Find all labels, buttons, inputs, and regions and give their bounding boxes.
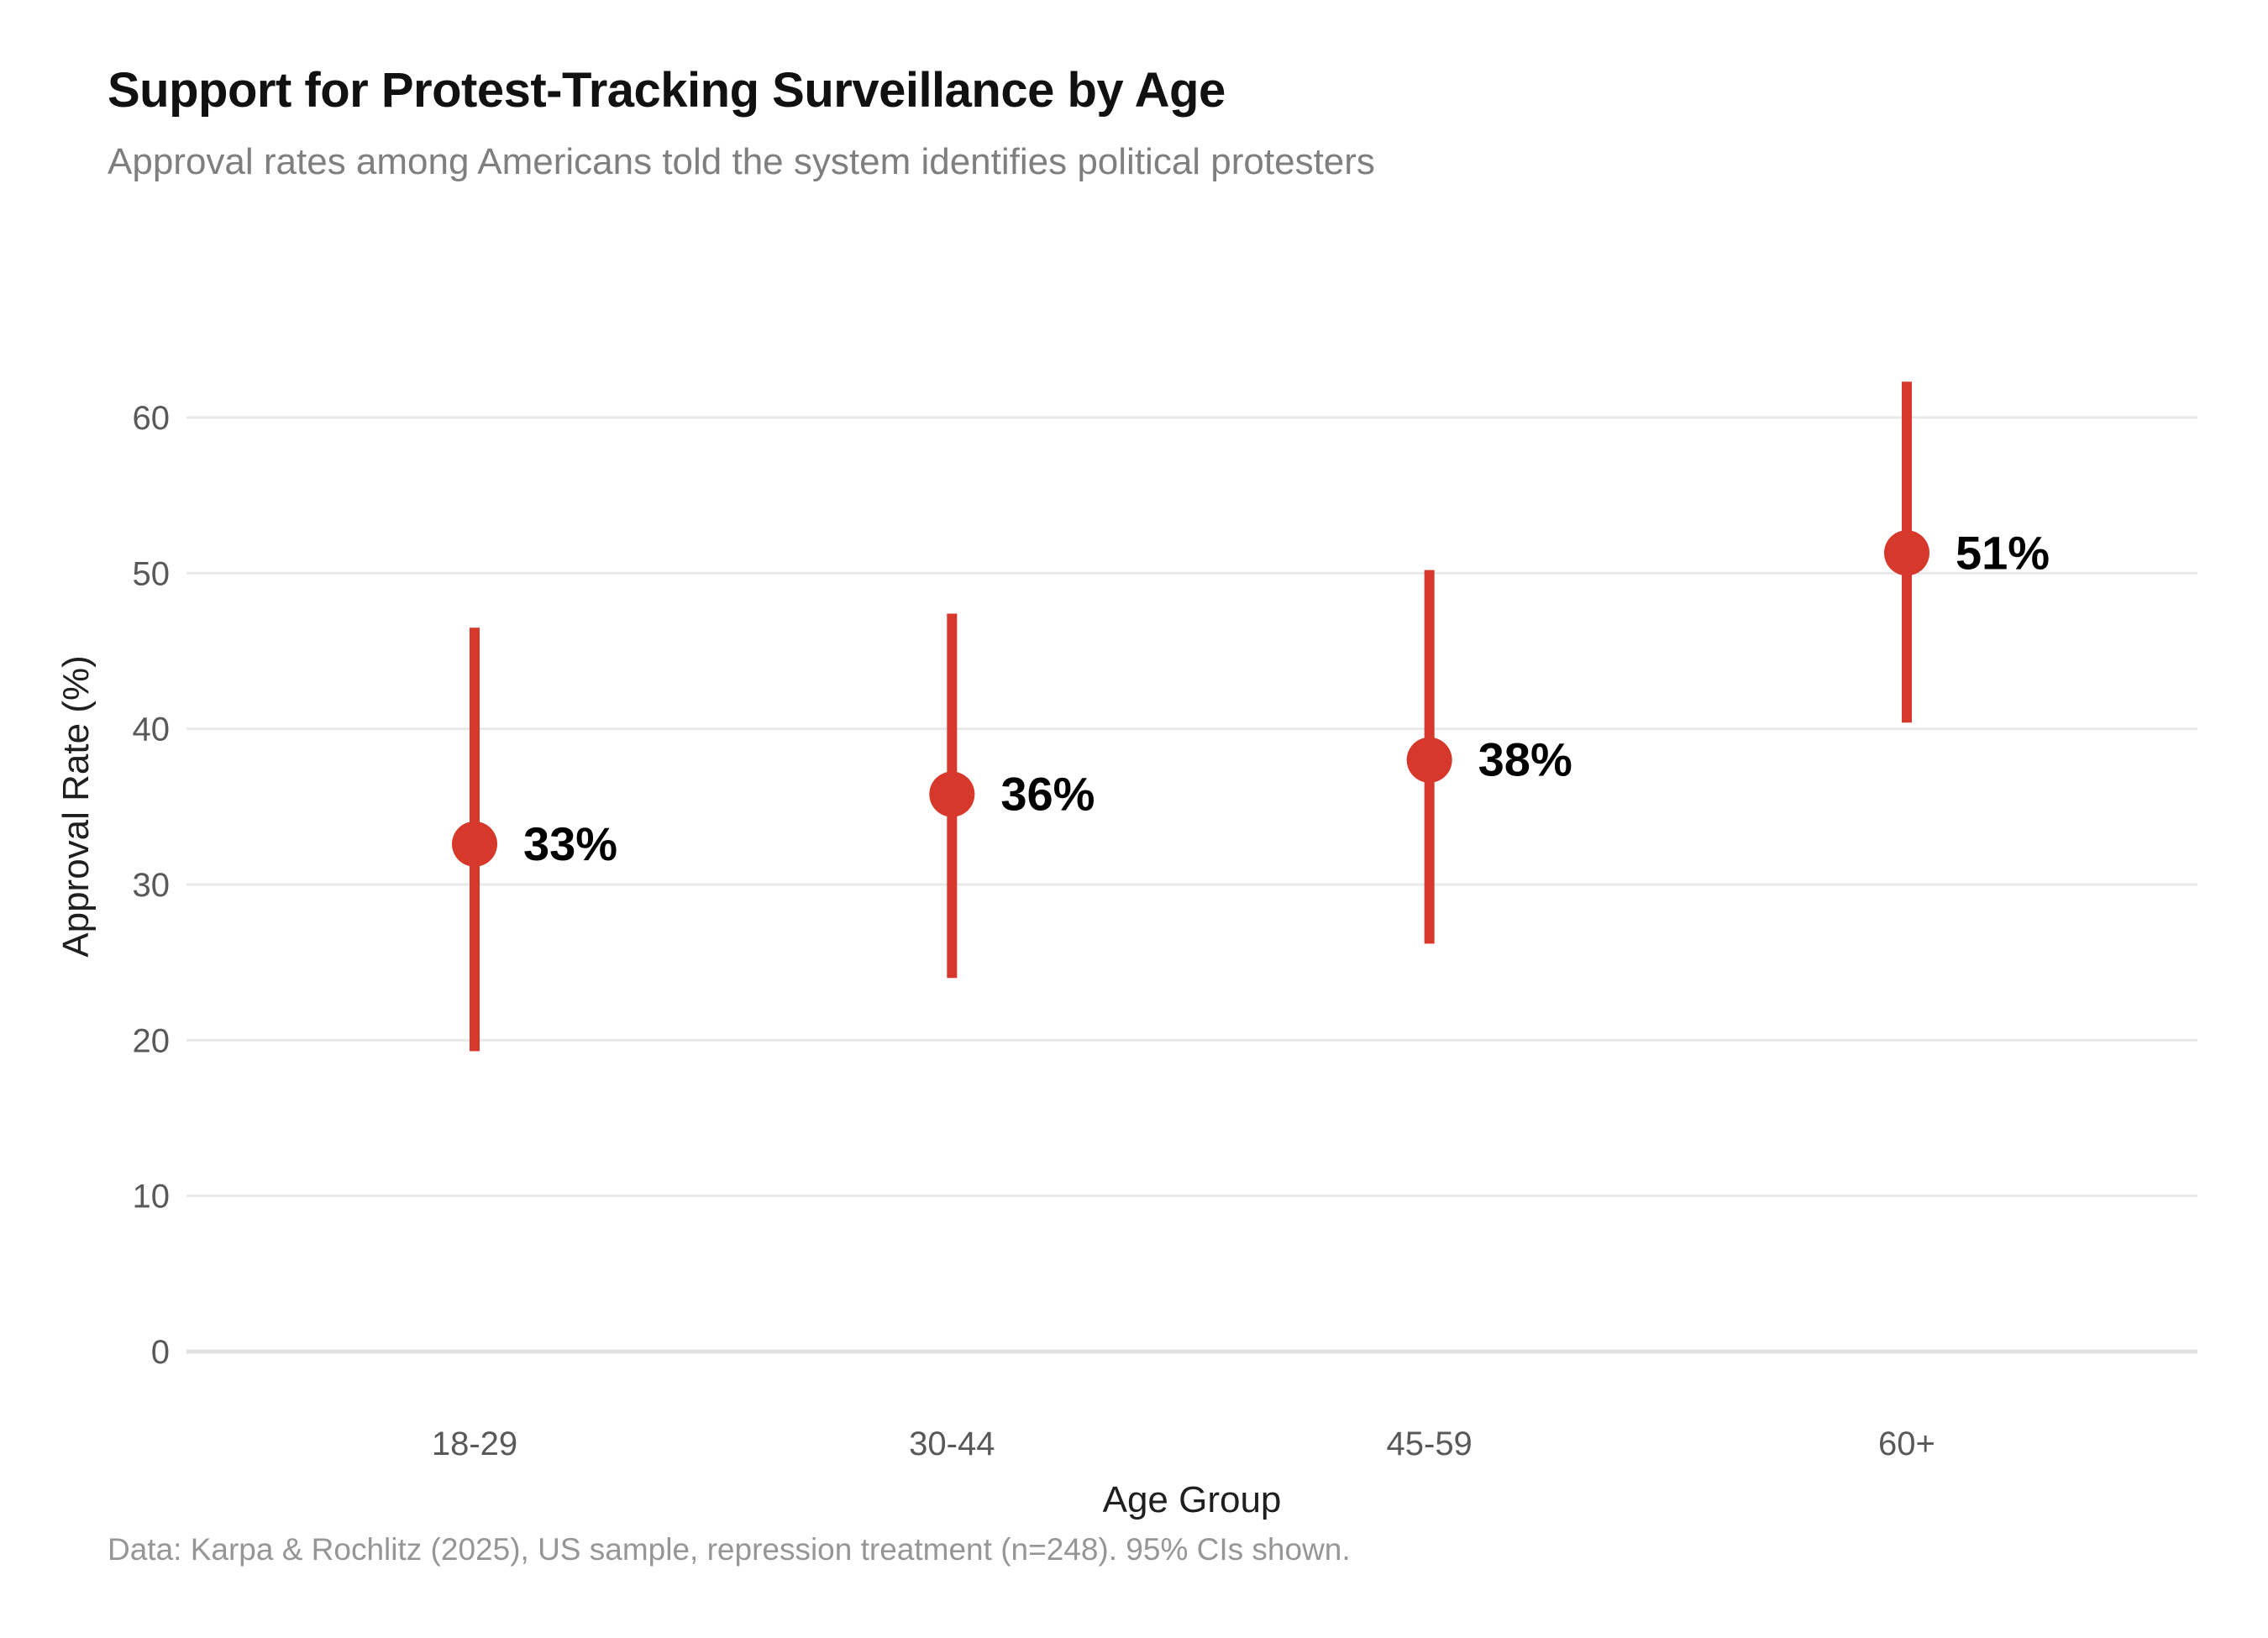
point-value-label: 33%	[523, 817, 617, 870]
point-value-label: 51%	[1956, 526, 2050, 579]
y-tick-label: 60	[133, 400, 171, 437]
y-tick-label: 0	[151, 1334, 170, 1371]
point-marker	[1883, 530, 1929, 576]
point-value-label: 36%	[1000, 768, 1095, 821]
x-tick-label: 45-59	[1387, 1425, 1473, 1462]
chart-subtitle: Approval rates among Americans told the …	[108, 141, 1375, 182]
point-marker	[1406, 737, 1452, 783]
x-tick-label: 60+	[1878, 1425, 1935, 1462]
y-tick-label: 10	[133, 1179, 171, 1215]
point-marker	[929, 771, 975, 817]
chart-title: Support for Protest-Tracking Surveillanc…	[108, 63, 1226, 118]
y-tick-label: 20	[133, 1022, 171, 1059]
x-axis-title: Age Group	[1103, 1479, 1282, 1520]
x-tick-label: 18-29	[432, 1425, 517, 1462]
y-axis-title: Approval Rate (%)	[55, 655, 97, 957]
point-value-label: 38%	[1478, 733, 1572, 786]
y-tick-label: 40	[133, 711, 171, 748]
data-source-note: Data: Karpa & Rochlitz (2025), US sample…	[108, 1532, 1351, 1567]
y-tick-label: 50	[133, 555, 171, 592]
y-tick-label: 30	[133, 867, 171, 904]
point-marker	[452, 821, 497, 867]
x-tick-label: 30-44	[909, 1425, 995, 1462]
